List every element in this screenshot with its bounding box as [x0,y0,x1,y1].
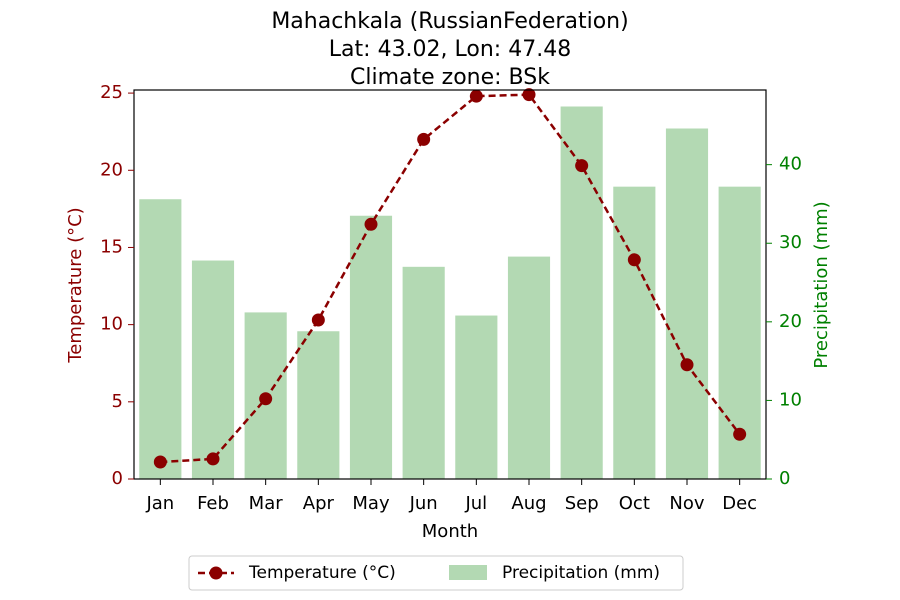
title-line-3: Climate zone: BSk [350,65,550,90]
precipitation-axis-label: Precipitation (mm) [811,201,832,368]
temperature-tick-label: 5 [112,391,123,412]
precipitation-bar [455,315,498,479]
temperature-point [153,455,167,469]
precipitation-bars [139,106,761,480]
temperature-point [522,88,536,102]
x-tick-label: Jun [409,493,438,514]
temperature-point [364,217,378,231]
x-tick-label: Aug [511,493,546,514]
x-axis-label: Month [422,521,478,542]
x-tick-label: Nov [669,493,704,514]
x-tick-label: Oct [619,493,650,514]
x-tick-label: Mar [249,493,284,514]
precipitation-tick-label: 20 [779,311,802,332]
precipitation-bar [507,256,551,479]
temperature-point [680,358,694,372]
plot-frame [133,89,767,480]
temperature-line-layer [153,88,747,469]
legend-temperature-marker [209,566,223,580]
precipitation-bar [349,215,393,480]
chart-title: Mahachkala (RussianFederation) Lat: 43.0… [271,9,628,90]
temperature-point [206,452,220,466]
legend-box [188,555,684,591]
temperature-point [575,159,589,173]
legend-precipitation-swatch [449,565,487,580]
temperature-tick-label: 0 [112,468,123,489]
temperature-line [160,93,741,464]
temperature-point [417,132,431,146]
x-tick-label: Jan [145,493,174,514]
precipitation-tick-label: 30 [779,232,802,253]
axes: Jan Feb Mar Apr May Jun Jul Aug Sep Oct Nov Dec 0 5 10… [100,82,802,514]
precipitation-tick-label: 40 [779,154,802,175]
temperature-axis-label: Temperature (°C) [65,207,86,363]
precipitation-bar [402,266,445,479]
x-tick-label: Apr [303,493,335,514]
temperature-point [259,392,273,406]
temperature-point [311,313,325,327]
temperature-point [469,89,483,103]
x-tick-label: Sep [565,493,599,514]
temperature-point [627,253,641,267]
precipitation-bar [297,331,340,479]
precipitation-tick-label: 10 [779,389,802,410]
temperature-tick-label: 15 [100,236,123,257]
legend: Temperature (°C) Precipitation (mm) [188,555,684,591]
x-tick-label: May [352,493,390,514]
x-tick-label: Feb [197,493,229,514]
precipitation-tick-label: 0 [779,468,790,489]
precipitation-bar [139,199,182,479]
title-line-2: Lat: 43.02, Lon: 47.48 [329,37,571,62]
precipitation-bar [191,260,235,479]
title-line-1: Mahachkala (RussianFederation) [271,9,628,34]
legend-temperature-label: Temperature (°C) [248,563,396,583]
temperature-tick-label: 25 [100,82,123,103]
temperature-point [733,427,747,441]
precipitation-bar [665,128,709,479]
legend-precipitation-label: Precipitation (mm) [502,563,660,583]
x-tick-label: Jul [464,493,487,514]
x-tick-label: Dec [722,493,757,514]
temperature-tick-label: 20 [100,159,123,180]
precipitation-bar [613,186,656,480]
temperature-tick-label: 10 [100,314,123,335]
